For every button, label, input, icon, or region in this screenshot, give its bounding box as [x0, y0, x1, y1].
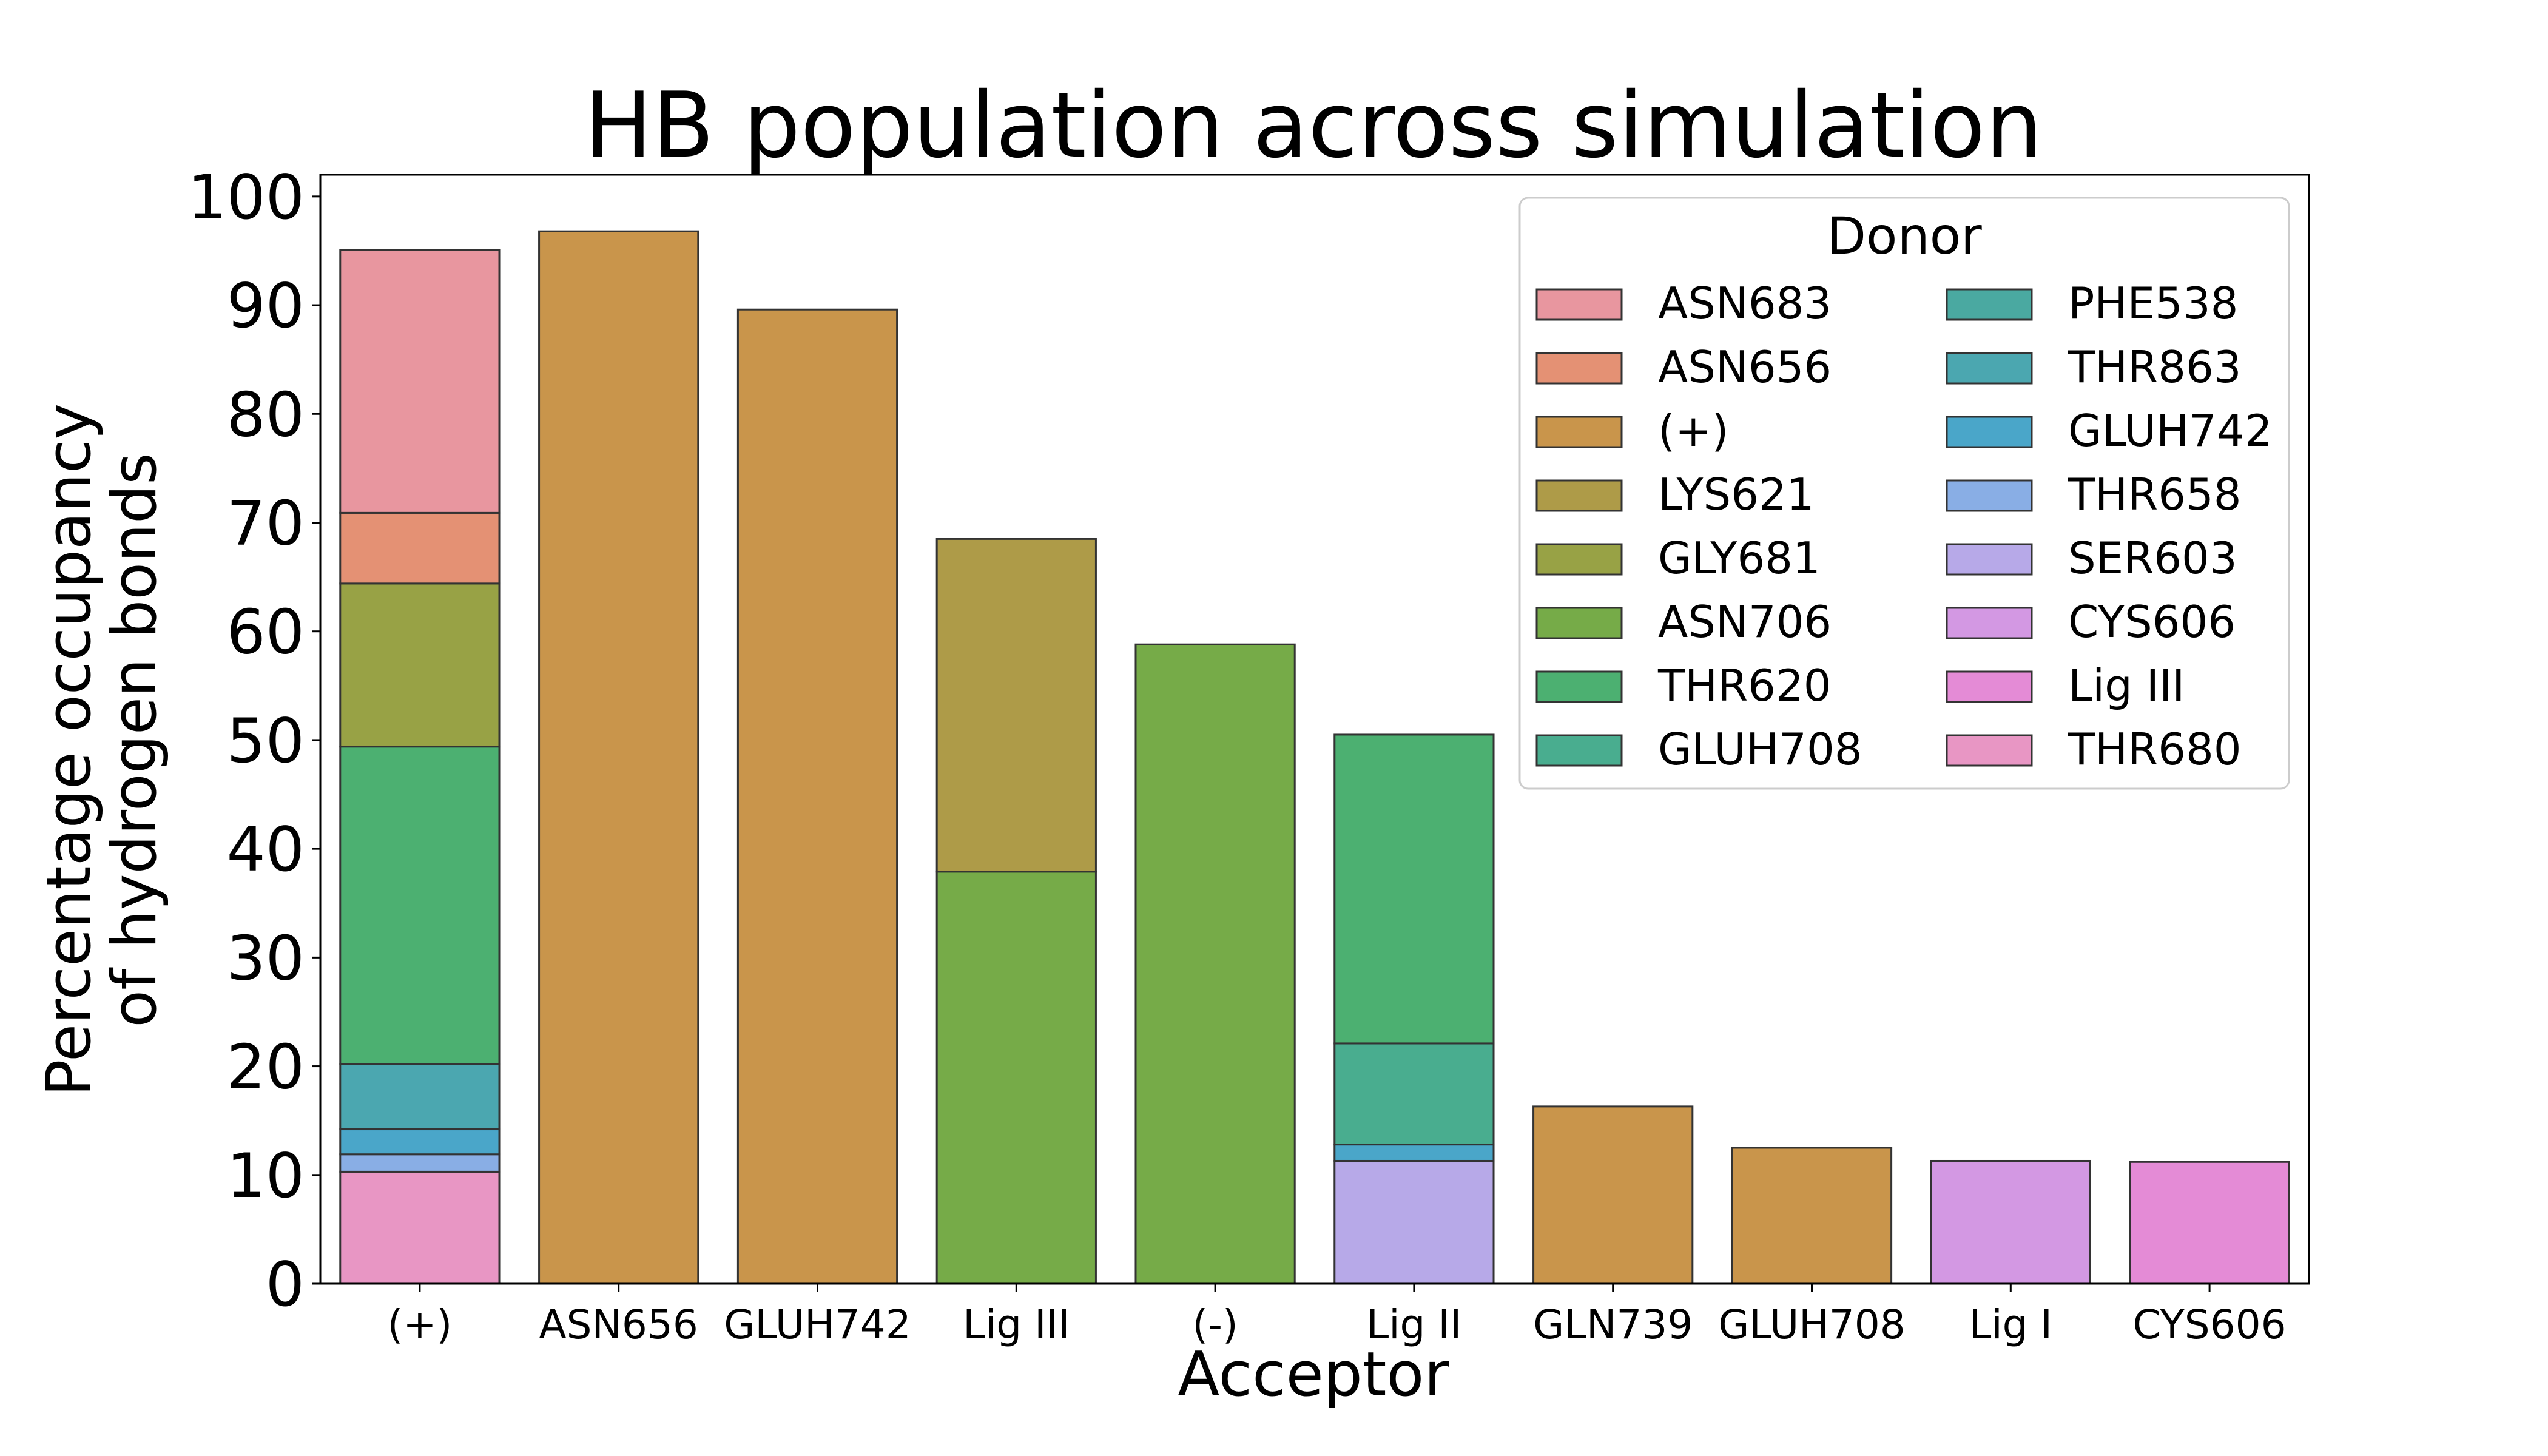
bar-segment-item-thr658: [339, 1153, 500, 1173]
y-tick-label: 80: [226, 379, 305, 450]
x-tick-label: (+): [387, 1301, 452, 1348]
legend-swatch-cys606: [1946, 607, 2033, 639]
bar-segment-gluh742-item: [736, 308, 898, 1285]
y-tick-label: 40: [226, 814, 305, 885]
bar-segment-item-gly681: [339, 582, 500, 748]
legend-label-gluh742: GLUH742: [2068, 405, 2273, 456]
legend-swatch-gluh708: [1535, 734, 1623, 767]
legend-swatch-asn706: [1535, 607, 1623, 639]
legend-label-ser603: SER603: [2068, 533, 2237, 584]
bars-layer: [339, 230, 2290, 1285]
x-tick-label: ASN656: [539, 1301, 698, 1348]
legend-label-thr863: THR863: [2068, 342, 2242, 393]
bar-segment-item-asn683: [339, 249, 500, 514]
bar-segment-item-asn706: [1134, 643, 1296, 1285]
legend-items: ASN683 ASN656 (+) LYS621 GLY681 ASN706 THR620 G…: [1535, 278, 2273, 775]
bar-segment-lig-ii-gluh742: [1333, 1144, 1495, 1162]
bar-segment-asn656-item: [538, 230, 699, 1285]
legend-label-thr680: THR680: [2068, 724, 2242, 775]
x-axis-label: Acceptor: [1178, 1338, 1449, 1410]
bar-segment-item-gluh742: [339, 1128, 500, 1156]
legend-label-lys621: LYS621: [1658, 469, 1815, 520]
bar-segment-item-thr863: [339, 1063, 500, 1131]
legend-swatch-lig-iii: [1946, 670, 2033, 703]
y-tick-label: 90: [226, 270, 305, 342]
legend-swatch-item: [1535, 416, 1623, 448]
legend-label-gluh708: GLUH708: [1658, 724, 1862, 775]
legend: Donor ASN683 ASN656 (+) LYS621 GLY681 ASN706 T…: [1518, 197, 2290, 790]
legend-title: Donor: [1827, 206, 1982, 266]
x-axis: (+) ASN656 GLUH742 Lig III (-) Lig II GLN739 GL…: [387, 1284, 2287, 1348]
bar-segment-lig-ii-ser603: [1333, 1159, 1495, 1285]
y-tick-label: 70: [226, 487, 305, 559]
y-tick-label: 50: [226, 705, 305, 777]
legend-label-gly681: GLY681: [1658, 533, 1821, 584]
y-tick-label: 30: [226, 922, 305, 994]
bar-segment-item-thr680: [339, 1170, 500, 1285]
legend-label-asn683: ASN683: [1658, 278, 1832, 329]
legend-label-asn656: ASN656: [1658, 342, 1832, 393]
bar-segment-cys606-lig-iii: [2129, 1161, 2290, 1285]
x-tick-label: Lig III: [963, 1301, 1070, 1348]
legend-label-item: (+): [1658, 405, 1729, 456]
bar-segment-gluh708-item: [1731, 1147, 1893, 1285]
legend-swatch-thr680: [1946, 734, 2033, 767]
bar-segment-item-thr620: [339, 746, 500, 1065]
x-tick-label: CYS606: [2133, 1301, 2287, 1348]
chart-title: HB population across simulation: [584, 73, 2043, 178]
y-tick-label: 100: [187, 161, 305, 233]
y-tick-label: 20: [226, 1031, 305, 1103]
bar-segment-lig-ii-thr620: [1333, 733, 1495, 1045]
legend-swatch-asn656: [1535, 352, 1623, 385]
x-tick-label: Lig II: [1366, 1301, 1461, 1348]
legend-frame: [1518, 197, 2290, 790]
legend-swatch-asn683: [1535, 288, 1623, 321]
y-axis: 0 10 20 30 40 50 60 70 80 90 100: [187, 161, 320, 1320]
legend-swatch-thr863: [1946, 352, 2033, 385]
legend-label-lig-iii: Lig III: [2068, 660, 2185, 711]
legend-swatch-gly681: [1535, 543, 1623, 576]
y-axis-label: Percentage occupancy of hydrogen bonds: [33, 384, 170, 1097]
y-axis-label-line-1: Percentage occupancy: [33, 403, 104, 1096]
legend-label-thr620: THR620: [1657, 660, 1832, 711]
legend-label-asn706: ASN706: [1658, 596, 1832, 647]
bar-segment-lig-iii-asn706: [935, 871, 1097, 1285]
x-tick-label: GLUH708: [1718, 1301, 1906, 1348]
x-tick-label: (-): [1192, 1301, 1238, 1348]
legend-swatch-phe538: [1946, 288, 2033, 321]
legend-swatch-gluh742: [1946, 416, 2033, 448]
legend-label-thr658: THR658: [2068, 469, 2242, 520]
y-tick-label: 0: [266, 1249, 305, 1320]
plot-frame: [319, 174, 2310, 1285]
x-tick-label: GLN739: [1533, 1301, 1693, 1348]
bar-segment-lig-iii-lys621: [935, 538, 1097, 873]
bar-segment-lig-ii-gluh708: [1333, 1042, 1495, 1146]
x-tick-label: GLUH742: [724, 1301, 911, 1348]
bar-segment-gln739-item: [1532, 1105, 1694, 1285]
legend-swatch-thr658: [1946, 479, 2033, 512]
legend-label-cys606: CYS606: [2068, 596, 2236, 647]
legend-swatch-thr620: [1535, 670, 1623, 703]
bar-segment-item-asn656: [339, 511, 500, 585]
y-tick-label: 10: [226, 1140, 305, 1212]
legend-swatch-lys621: [1535, 479, 1623, 512]
legend-swatch-ser603: [1946, 543, 2033, 576]
y-axis-label-line-2: of hydrogen bonds: [98, 453, 170, 1027]
bar-segment-lig-i-cys606: [1930, 1159, 2091, 1285]
y-tick-label: 60: [226, 596, 305, 668]
legend-label-phe538: PHE538: [2068, 278, 2238, 329]
x-tick-label: Lig I: [1969, 1301, 2052, 1348]
